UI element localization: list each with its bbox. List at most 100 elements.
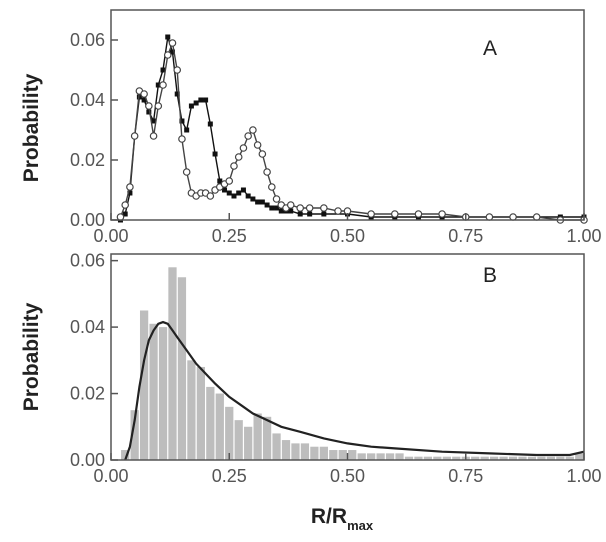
- histogram-bar: [272, 433, 281, 460]
- panel-b-y-tick-label: 0.06: [70, 251, 105, 271]
- histogram-bar: [376, 453, 385, 460]
- histogram-bar: [395, 453, 404, 460]
- series-2-point: [154, 102, 163, 110]
- series-2-point: [130, 132, 139, 140]
- histogram-bar: [452, 456, 461, 460]
- series-1-point: [207, 121, 213, 127]
- series-2-point: [140, 90, 148, 98]
- panel-b-ylabel: Probability: [20, 302, 43, 411]
- series-1-point: [212, 151, 218, 157]
- series-2-line: [119, 40, 584, 221]
- panel-b-x-tick-label: 0.25: [212, 466, 247, 486]
- series-1-point: [184, 127, 190, 133]
- panel-b-xlabel: R/Rmax: [311, 505, 374, 533]
- panel-a-y-tick-label: 0.00: [70, 210, 105, 230]
- panel-a-frame: [110, 9, 585, 221]
- series-1-point: [231, 193, 237, 199]
- panel-b-y-tick-label: 0.04: [70, 317, 105, 337]
- panel-a-x-tick-label: 0.50: [330, 226, 365, 246]
- series-1-point: [274, 205, 280, 211]
- histogram-bar: [357, 453, 366, 460]
- series-2-point: [320, 204, 328, 212]
- series-1-point: [236, 190, 242, 196]
- histogram-bar: [565, 456, 574, 460]
- series-1-point: [307, 211, 313, 217]
- series-1-point: [245, 193, 251, 199]
- series-2-point: [249, 126, 257, 134]
- histogram-bar: [527, 456, 537, 460]
- series-1-point: [169, 49, 175, 55]
- series-2-point: [438, 210, 446, 218]
- series-1-point: [269, 205, 275, 211]
- histogram-bar: [329, 450, 338, 460]
- series-2-point: [509, 213, 517, 221]
- panel-b-label: B: [483, 264, 497, 287]
- histogram-bar: [253, 413, 262, 460]
- panel-a: 0.00 0.25 0.50 0.75 1.00 0.00 0.02 0.04 0.06 A P…: [20, 9, 602, 246]
- histogram-bar: [471, 456, 480, 460]
- panel-a-axes: 0.00 0.25 0.50 0.75 1.00 0.00 0.02 0.04 0.06: [70, 30, 602, 246]
- series-2-point: [268, 183, 276, 191]
- series-1-point: [288, 208, 294, 214]
- series-2-point: [234, 153, 243, 161]
- series-2-point: [178, 135, 186, 143]
- panel-b-y-tick-label: 0.02: [70, 384, 105, 404]
- panel-b-x-tick-label: 0.50: [330, 466, 365, 486]
- fit-curve: [124, 320, 585, 461]
- histogram-bar: [546, 456, 556, 460]
- series-2-point: [206, 192, 215, 200]
- histogram-bar: [367, 453, 376, 460]
- panel-a-x-tick-label: 0.00: [93, 226, 128, 246]
- panel-a-ylabel: Probability: [20, 73, 43, 182]
- histogram-bar: [404, 456, 414, 460]
- panel-b-x-tick-label: 1.00: [566, 466, 601, 486]
- panel-a-label: A: [483, 37, 497, 60]
- histogram-bar: [310, 446, 319, 460]
- histogram-bar: [291, 443, 300, 460]
- panel-b-y-tick-label: 0.00: [70, 450, 105, 470]
- series-2-point: [121, 201, 129, 209]
- panel-a-y-tick-label: 0.06: [70, 30, 105, 50]
- histogram-bar: [177, 277, 187, 460]
- series-2-point: [258, 150, 267, 158]
- series-1-point: [255, 199, 261, 205]
- series-1-point: [174, 91, 180, 97]
- series-1-point: [179, 118, 185, 124]
- histogram-bar: [168, 267, 177, 460]
- series-1-point: [217, 178, 223, 184]
- histogram-bar: [244, 426, 253, 460]
- histogram-bar: [300, 443, 310, 460]
- histogram-bar: [149, 323, 158, 460]
- series-1-point: [127, 190, 133, 196]
- series-2-point: [367, 210, 375, 218]
- series-1-point: [151, 118, 157, 124]
- series-2-point: [163, 51, 172, 59]
- histogram-bar: [480, 456, 489, 460]
- series-2-point: [159, 81, 167, 89]
- panel-a-x-tick-label: 0.75: [448, 226, 483, 246]
- panel-a-plot-area: [116, 34, 588, 224]
- panel-b-axes: 0.00 0.25 0.50 0.75 1.00 0.00 0.02 0.04 0.06: [70, 251, 602, 486]
- panel-a-y-tick-label: 0.02: [70, 150, 105, 170]
- panel-b-xlabel-subscript: max: [347, 518, 374, 533]
- series-1-point: [193, 100, 199, 106]
- series-1-point: [160, 67, 166, 73]
- histogram-bar: [262, 416, 272, 460]
- series-2-point: [126, 183, 134, 191]
- series-2-point: [305, 204, 314, 212]
- panel-b-plot-area: [121, 267, 585, 461]
- histogram-bar: [348, 450, 357, 460]
- histogram-bar: [234, 420, 243, 460]
- series-2-point: [168, 39, 177, 47]
- histogram-bar: [130, 410, 139, 460]
- histogram-bar: [385, 453, 395, 460]
- series-1-point: [203, 97, 209, 103]
- histogram-bar: [575, 453, 584, 460]
- histogram-bar: [206, 386, 215, 460]
- series-1-point: [264, 202, 270, 208]
- histogram-bar: [490, 456, 499, 460]
- histogram-bar: [556, 456, 565, 460]
- histogram-bar: [139, 310, 149, 460]
- histogram-bar: [281, 440, 291, 460]
